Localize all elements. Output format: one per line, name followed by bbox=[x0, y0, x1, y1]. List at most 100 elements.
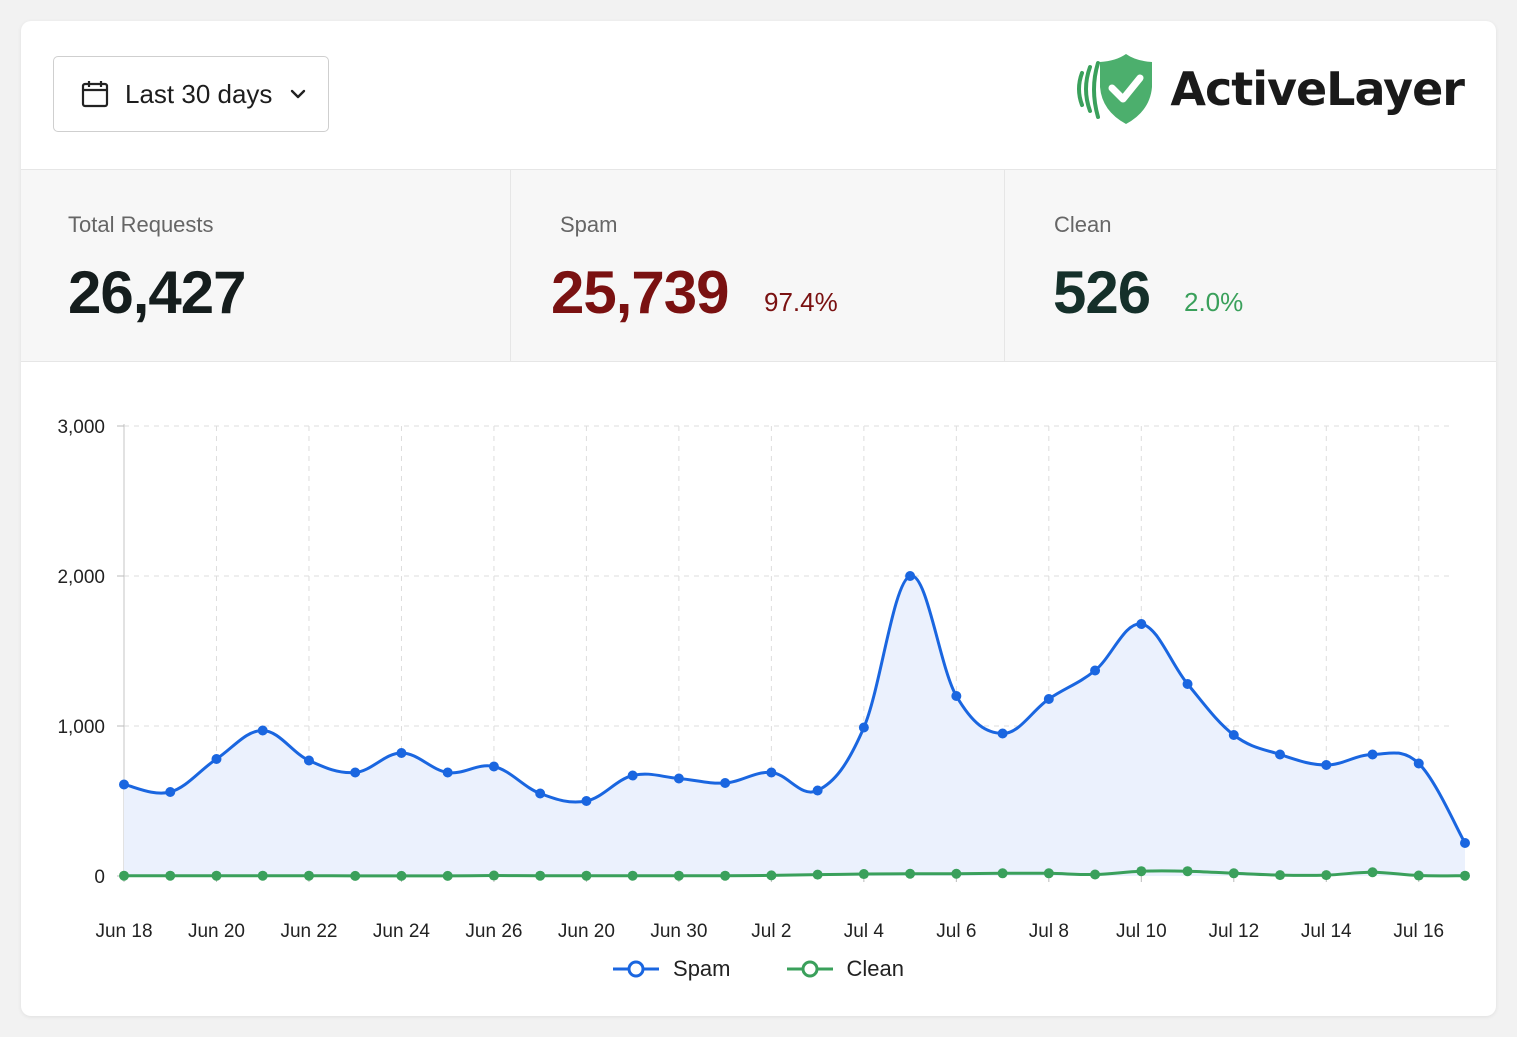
spam-point bbox=[905, 571, 916, 581]
y-tick-label: 2,000 bbox=[57, 567, 105, 588]
spam-point bbox=[1228, 730, 1239, 740]
legend-spam-marker bbox=[613, 960, 660, 978]
clean-point bbox=[1460, 870, 1470, 881]
brand-name: ActiveLayer bbox=[1170, 62, 1465, 116]
stat-title: Clean bbox=[1054, 212, 1112, 237]
clean-point bbox=[211, 870, 222, 881]
spam-point bbox=[1413, 758, 1424, 769]
spam-point bbox=[673, 773, 684, 784]
y-tick-label: 1,000 bbox=[57, 717, 105, 738]
clean-point bbox=[1182, 866, 1193, 877]
clean-point bbox=[1090, 869, 1101, 880]
spam-point bbox=[997, 728, 1008, 739]
stats-row: Total Requests 26,427 Spam 25,739 97.4% … bbox=[21, 169, 1496, 362]
clean-point bbox=[951, 868, 962, 879]
shield-check-logo-icon bbox=[1077, 54, 1153, 124]
spam-area bbox=[124, 575, 1465, 876]
stat-percent: 97.4% bbox=[764, 287, 838, 317]
stat-clean: Clean 526 2.0% bbox=[1004, 170, 1496, 361]
x-tick-label: Jul 10 bbox=[1116, 921, 1167, 941]
stat-spam: Spam 25,739 97.4% bbox=[510, 170, 1004, 361]
x-tick-label: Jun 20 bbox=[558, 921, 615, 941]
clean-point bbox=[1136, 866, 1147, 877]
spam-point bbox=[1275, 749, 1286, 760]
clean-point bbox=[442, 870, 453, 881]
clean-point bbox=[303, 870, 314, 881]
spam-point bbox=[581, 796, 592, 806]
clean-point bbox=[673, 870, 684, 881]
x-tick-label: Jun 22 bbox=[280, 921, 337, 941]
spam-point bbox=[396, 748, 407, 758]
x-tick-label: Jul 6 bbox=[936, 921, 976, 941]
clean-point bbox=[812, 869, 823, 880]
stat-value: 526 bbox=[1053, 259, 1151, 326]
top-bar: Last 30 days ActiveLayer bbox=[21, 21, 1496, 169]
spam-point bbox=[535, 788, 546, 799]
legend-clean[interactable]: Clean bbox=[786, 956, 904, 982]
x-tick-label: Jul 2 bbox=[751, 921, 791, 941]
date-range-dropdown[interactable]: Last 30 days bbox=[53, 56, 329, 132]
spam-point bbox=[1321, 760, 1332, 770]
clean-point bbox=[535, 870, 546, 881]
legend-spam[interactable]: Spam bbox=[613, 956, 731, 982]
stat-title: Total Requests bbox=[68, 212, 214, 237]
spam-point bbox=[858, 722, 869, 733]
spam-point bbox=[442, 767, 453, 778]
requests-line-chart: 3,000 2,000 1,000 0 Jun 18 Jun 20 Jun 22 Jun 24… bbox=[57, 417, 1470, 941]
spam-point bbox=[350, 767, 361, 778]
spam-point bbox=[1460, 838, 1470, 848]
clean-point bbox=[1321, 870, 1332, 881]
spam-point bbox=[812, 785, 823, 796]
spam-point bbox=[257, 725, 268, 736]
clean-point bbox=[720, 870, 731, 881]
y-tick-label: 0 bbox=[94, 867, 105, 888]
legend-clean-label: Clean bbox=[846, 956, 904, 981]
spam-point bbox=[1136, 619, 1147, 629]
clean-point bbox=[1367, 867, 1378, 878]
clean-point bbox=[396, 870, 407, 881]
clean-point bbox=[766, 870, 777, 881]
clean-point bbox=[905, 868, 916, 879]
clean-point bbox=[858, 869, 869, 880]
stat-value: 25,739 bbox=[551, 259, 730, 326]
stat-total-requests: Total Requests 26,427 bbox=[21, 170, 510, 361]
x-tick-label: Jun 24 bbox=[373, 921, 430, 941]
spam-point bbox=[627, 770, 638, 781]
x-tick-label: Jul 12 bbox=[1208, 921, 1259, 941]
stat-percent: 2.0% bbox=[1184, 287, 1244, 317]
spam-point bbox=[1043, 694, 1054, 704]
spam-point bbox=[1182, 679, 1193, 689]
clean-point bbox=[350, 870, 361, 881]
legend-clean-marker bbox=[786, 960, 833, 978]
spam-point bbox=[766, 767, 777, 778]
spam-point bbox=[119, 779, 129, 790]
clean-point bbox=[165, 870, 176, 881]
spam-point bbox=[1090, 665, 1101, 676]
clean-point bbox=[119, 870, 129, 881]
clean-point bbox=[488, 870, 499, 881]
clean-point bbox=[1043, 868, 1054, 879]
spam-point bbox=[951, 691, 962, 701]
spam-point bbox=[165, 787, 176, 797]
x-tick-label: Jul 8 bbox=[1029, 921, 1069, 941]
spam-point bbox=[211, 754, 222, 764]
brand-logo: ActiveLayer bbox=[1074, 51, 1465, 127]
clean-point bbox=[257, 870, 268, 881]
clean-point bbox=[627, 870, 638, 881]
x-tick-label: Jun 18 bbox=[95, 921, 152, 941]
legend-spam-label: Spam bbox=[673, 956, 731, 981]
x-tick-label: Jun 30 bbox=[650, 921, 707, 941]
spam-point bbox=[720, 778, 731, 788]
x-tick-label: Jun 20 bbox=[188, 921, 245, 941]
stat-title: Spam bbox=[560, 212, 618, 237]
spam-point bbox=[488, 761, 499, 772]
clean-point bbox=[1275, 870, 1286, 881]
x-tick-label: Jun 26 bbox=[465, 921, 522, 941]
stat-value: 26,427 bbox=[68, 259, 247, 326]
spam-point bbox=[1367, 749, 1378, 760]
clean-point bbox=[997, 868, 1008, 879]
clean-point bbox=[581, 870, 592, 881]
chart-legend: Spam Clean bbox=[21, 956, 1496, 982]
chevron-down-icon bbox=[291, 89, 306, 99]
clean-point bbox=[1413, 870, 1424, 881]
